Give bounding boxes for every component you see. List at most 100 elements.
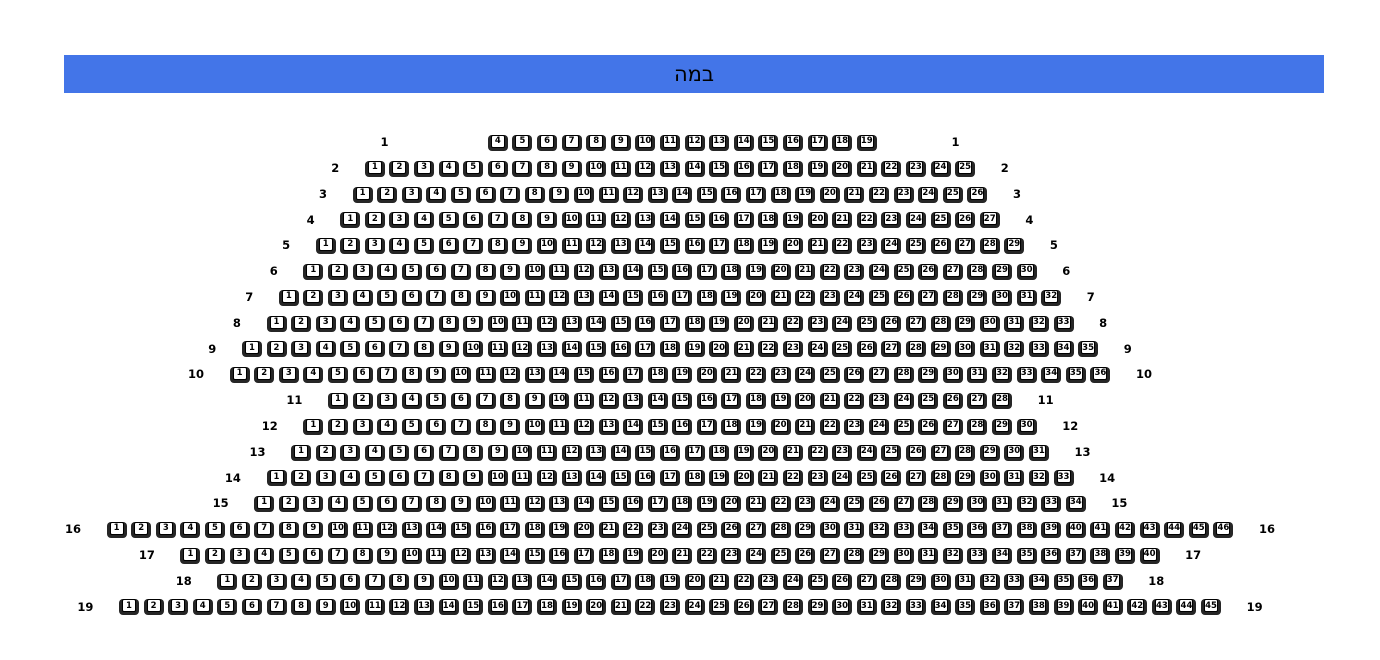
seat[interactable]: 17 — [746, 186, 767, 203]
seat[interactable]: 3 — [315, 470, 336, 487]
seat[interactable]: 7 — [401, 496, 422, 513]
seat[interactable]: 9 — [463, 315, 484, 332]
seat[interactable]: 32 — [1028, 315, 1049, 332]
seat[interactable]: 1 — [266, 470, 287, 487]
seat[interactable]: 37 — [992, 521, 1013, 538]
seat[interactable]: 34 — [992, 547, 1013, 564]
seat[interactable]: 16 — [782, 135, 803, 151]
seat[interactable]: 3 — [340, 444, 361, 461]
seat[interactable]: 21 — [832, 212, 853, 229]
seat[interactable]: 20 — [733, 470, 754, 487]
seat[interactable]: 20 — [758, 444, 779, 461]
seat[interactable]: 18 — [721, 418, 742, 435]
seat[interactable]: 27 — [942, 263, 963, 280]
seat[interactable]: 38 — [1016, 521, 1037, 538]
seat[interactable]: 13 — [598, 418, 619, 435]
seat[interactable]: 9 — [512, 238, 533, 255]
seat[interactable]: 40 — [1065, 521, 1086, 538]
seat[interactable]: 24 — [905, 212, 926, 229]
seat[interactable]: 1 — [266, 315, 287, 332]
seat[interactable]: 11 — [549, 418, 570, 435]
seat[interactable]: 7 — [450, 263, 471, 280]
seat[interactable]: 38 — [1090, 547, 1111, 564]
seat[interactable]: 31 — [955, 573, 976, 590]
seat[interactable]: 32 — [1004, 341, 1025, 358]
seat[interactable]: 21 — [672, 547, 693, 564]
seat[interactable]: 21 — [709, 573, 730, 590]
seat[interactable]: 12 — [561, 444, 582, 461]
seat[interactable]: 34 — [1065, 496, 1086, 513]
seat[interactable]: 30 — [893, 547, 914, 564]
seat[interactable]: 3 — [389, 212, 410, 229]
seat[interactable]: 4 — [487, 135, 508, 151]
seat[interactable]: 24 — [844, 289, 865, 306]
seat[interactable]: 18 — [770, 186, 791, 203]
seat[interactable]: 4 — [352, 289, 373, 306]
seat[interactable]: 33 — [1053, 315, 1074, 332]
seat[interactable]: 23 — [795, 496, 816, 513]
seat[interactable]: 2 — [205, 547, 226, 564]
seat[interactable]: 5 — [389, 444, 410, 461]
seat[interactable]: 8 — [426, 496, 447, 513]
seat[interactable]: 11 — [364, 599, 385, 616]
seat[interactable]: 46 — [1213, 521, 1234, 538]
seat[interactable]: 5 — [401, 418, 422, 435]
seat[interactable]: 15 — [635, 444, 656, 461]
seat[interactable]: 18 — [672, 496, 693, 513]
seat[interactable]: 37 — [1065, 547, 1086, 564]
seat[interactable]: 22 — [770, 496, 791, 513]
seat[interactable]: 28 — [979, 238, 1000, 255]
seat[interactable]: 20 — [586, 599, 607, 616]
seat[interactable]: 14 — [500, 547, 521, 564]
seat[interactable]: 36 — [1078, 573, 1099, 590]
seat[interactable]: 6 — [414, 444, 435, 461]
seat[interactable]: 17 — [807, 135, 828, 151]
seat[interactable]: 15 — [610, 470, 631, 487]
seat[interactable]: 23 — [869, 392, 890, 409]
seat[interactable]: 5 — [426, 392, 447, 409]
seat[interactable]: 30 — [1004, 444, 1025, 461]
seat[interactable]: 21 — [856, 160, 877, 177]
seat[interactable]: 32 — [992, 367, 1013, 384]
seat[interactable]: 1 — [278, 289, 299, 306]
seat[interactable]: 3 — [278, 367, 299, 384]
seat[interactable]: 21 — [746, 496, 767, 513]
seat[interactable]: 16 — [684, 238, 705, 255]
seat[interactable]: 27 — [905, 315, 926, 332]
seat[interactable]: 33 — [1053, 470, 1074, 487]
seat[interactable]: 1 — [327, 392, 348, 409]
seat[interactable]: 4 — [291, 573, 312, 590]
seat[interactable]: 20 — [819, 186, 840, 203]
seat[interactable]: 9 — [537, 212, 558, 229]
seat[interactable]: 25 — [856, 315, 877, 332]
seat[interactable]: 21 — [758, 315, 779, 332]
seat[interactable]: 20 — [770, 418, 791, 435]
seat[interactable]: 32 — [1028, 470, 1049, 487]
seat[interactable]: 17 — [623, 367, 644, 384]
seat[interactable]: 18 — [660, 341, 680, 358]
seat[interactable]: 25 — [832, 341, 853, 358]
seat[interactable]: 31 — [1016, 289, 1037, 306]
seat[interactable]: 19 — [746, 263, 767, 280]
seat[interactable]: 9 — [561, 160, 582, 177]
seat[interactable]: 12 — [623, 186, 644, 203]
seat[interactable]: 3 — [155, 521, 176, 538]
seat[interactable]: 5 — [414, 238, 435, 255]
seat[interactable]: 7 — [377, 367, 398, 384]
seat[interactable]: 31 — [979, 341, 1000, 358]
seat[interactable]: 25 — [844, 496, 865, 513]
seat[interactable]: 12 — [450, 547, 471, 564]
seat[interactable]: 32 — [942, 547, 963, 564]
seat[interactable]: 26 — [967, 186, 988, 203]
seat[interactable]: 23 — [770, 367, 791, 384]
seat[interactable]: 23 — [721, 547, 742, 564]
seat[interactable]: 9 — [315, 599, 336, 616]
seat[interactable]: 29 — [807, 599, 828, 616]
seat[interactable]: 22 — [696, 547, 717, 564]
seat[interactable]: 14 — [598, 289, 619, 306]
seat[interactable]: 6 — [364, 341, 385, 358]
seat[interactable]: 25 — [930, 212, 951, 229]
seat[interactable]: 9 — [549, 186, 570, 203]
seat[interactable]: 3 — [377, 392, 398, 409]
seat[interactable]: 16 — [635, 315, 656, 332]
